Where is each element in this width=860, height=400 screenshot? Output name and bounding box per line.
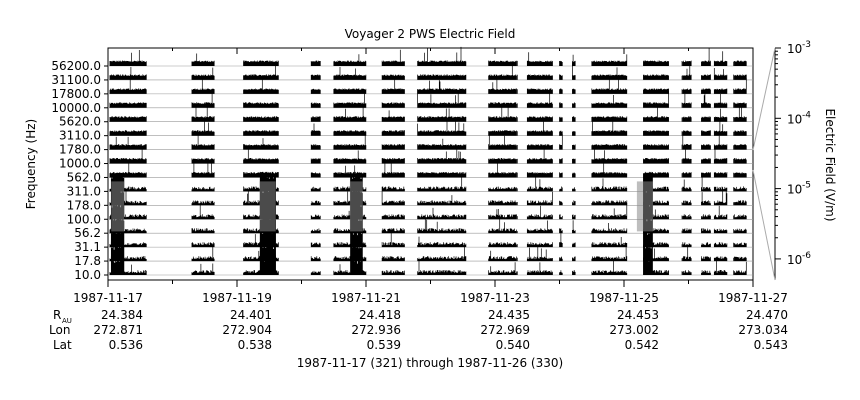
channel-trace <box>109 132 747 150</box>
frequency-tick-label: 10.0 <box>74 268 101 282</box>
x-axis: 1987-11-17 1987-11-19 1987-11-21 1987-11-23… <box>73 48 788 305</box>
lat-value: 0.542 <box>625 338 659 352</box>
channel-trace <box>109 117 747 136</box>
frequency-tick-label: 311.0 <box>67 184 101 198</box>
chart-title: Voyager 2 PWS Electric Field <box>345 27 516 41</box>
range-label: R <box>53 308 61 322</box>
channel-trace <box>109 144 747 164</box>
range-label-subscript: AU <box>62 317 72 325</box>
activity-burst <box>349 181 363 232</box>
activity-burst <box>111 181 125 232</box>
lat-value: 0.538 <box>238 338 272 352</box>
range-value: 24.418 <box>359 308 401 322</box>
frequency-tick-label: 178.0 <box>67 198 101 212</box>
field-tick-label: 10 <box>787 183 802 197</box>
scale-connector <box>752 169 776 281</box>
frequency-tick-label: 562.0 <box>67 170 101 184</box>
channel-trace <box>109 89 747 108</box>
scale-connector <box>752 47 776 151</box>
field-tick-exponent: -6 <box>802 251 811 261</box>
x-tick-label: 1987-11-25 <box>589 291 659 305</box>
electric-field-axis: 10-310-410-510-6 <box>752 40 811 281</box>
field-tick-label: 10 <box>787 253 802 267</box>
lat-value: 0.539 <box>367 338 401 352</box>
channel-trace <box>109 63 747 80</box>
frequency-tick-label: 31.1 <box>74 240 101 254</box>
channel-trace <box>109 227 747 248</box>
lat-label: Lat <box>53 338 72 352</box>
spectral-traces <box>109 46 747 275</box>
lon-value: 272.936 <box>351 323 401 337</box>
range-value: 24.401 <box>230 308 272 322</box>
range-value: 24.435 <box>488 308 530 322</box>
lat-value: 0.536 <box>109 338 143 352</box>
frequency-tick-label: 31100.0 <box>51 73 101 87</box>
x-tick-label: 1987-11-19 <box>202 291 272 305</box>
field-tick-exponent: -3 <box>802 40 811 50</box>
activity-burst <box>636 181 654 232</box>
range-value: 24.384 <box>101 308 143 322</box>
field-tick-exponent: -4 <box>802 110 811 120</box>
channel-trace <box>109 241 747 262</box>
lon-value: 272.871 <box>93 323 143 337</box>
frequency-tick-label: 17.8 <box>74 254 101 268</box>
frequency-tick-label: 1780.0 <box>59 143 101 157</box>
frequency-tick-label: 56200.0 <box>51 59 101 73</box>
field-tick-exponent: -5 <box>802 181 811 191</box>
range-value: 24.470 <box>746 308 788 322</box>
channel-trace <box>109 75 747 94</box>
frequency-tick-label: 100.0 <box>67 212 101 226</box>
field-tick-label: 10 <box>787 112 802 126</box>
y-axis-label: Frequency (Hz) <box>24 119 38 210</box>
channel-trace <box>109 255 747 275</box>
activity-burst <box>259 181 276 232</box>
lon-label: Lon <box>49 323 70 337</box>
frequency-tick-label: 3110.0 <box>59 129 101 143</box>
date-range-footer: 1987-11-17 (321) through 1987-11-26 (330… <box>297 356 563 370</box>
frequency-tick-label: 10000.0 <box>51 101 101 115</box>
x-tick-label: 1987-11-17 <box>73 291 143 305</box>
x-tick-label: 1987-11-21 <box>331 291 401 305</box>
frequency-tick-label: 5620.0 <box>59 115 101 129</box>
x-tick-label: 1987-11-23 <box>460 291 530 305</box>
channel-trace <box>109 46 747 66</box>
right-axis-label: Electric Field (V/m) <box>823 108 837 221</box>
lon-value: 272.904 <box>222 323 272 337</box>
frequency-tick-label: 56.2 <box>74 226 101 240</box>
range-value: 24.453 <box>617 308 659 322</box>
lon-value: 273.034 <box>738 323 788 337</box>
lon-value: 272.969 <box>480 323 530 337</box>
field-tick-label: 10 <box>787 42 802 56</box>
x-tick-label: 1987-11-27 <box>718 291 788 305</box>
channel-trace <box>109 159 747 178</box>
frequency-tick-label: 17800.0 <box>51 87 101 101</box>
frequency-tick-label: 1000.0 <box>59 157 101 171</box>
frequency-tick-labels: 56200.031100.017800.010000.05620.03110.0… <box>51 59 108 282</box>
lon-value: 273.002 <box>609 323 659 337</box>
channel-trace <box>109 103 747 122</box>
lat-value: 0.543 <box>754 338 788 352</box>
lat-value: 0.540 <box>496 338 530 352</box>
